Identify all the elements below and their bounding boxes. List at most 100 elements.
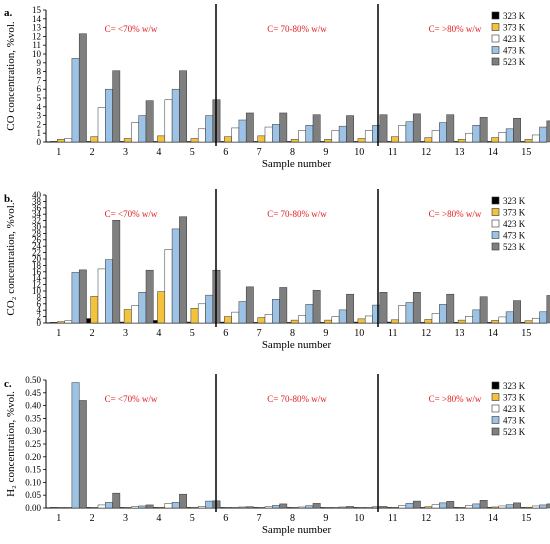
region-label: C= >80% w/w	[429, 209, 482, 219]
bar-423k-sample-5	[197, 128, 206, 143]
y-tick-label: 1	[37, 128, 42, 138]
bar-373k-sample-15	[524, 506, 533, 509]
x-tick-label: 3	[123, 513, 128, 524]
bar-523k-sample-3	[145, 269, 154, 324]
bar-473k-sample-2	[105, 259, 113, 324]
panel-label: c.	[4, 378, 12, 390]
bar-473k-sample-13	[472, 503, 481, 509]
y-tick-label: 8	[37, 292, 42, 302]
bar-423k-sample-11	[398, 505, 407, 509]
bar-473k-sample-6	[238, 301, 247, 324]
bar-373k-sample-2	[90, 136, 99, 143]
bar-423k-sample-12	[431, 130, 440, 143]
bar-523k-sample-2	[112, 70, 121, 143]
x-tick-label: 9	[323, 328, 328, 339]
legend-swatch	[491, 404, 500, 413]
y-tick-label: 8	[37, 67, 42, 77]
bar-373k-sample-4	[157, 291, 166, 324]
x-tick-label: 4	[156, 147, 161, 158]
bar-423k-sample-3	[131, 506, 139, 509]
bar-523k-sample-1	[78, 33, 87, 143]
y-axis-label: CO₂ concentration, %vol.	[5, 202, 17, 315]
bar-373k-sample-4	[157, 506, 166, 509]
x-tick-label: 2	[90, 513, 95, 524]
bar-473k-sample-14	[505, 311, 514, 324]
legend-swatch	[491, 196, 500, 205]
legend-swatch	[491, 34, 500, 43]
bar-473k-sample-11	[405, 503, 414, 509]
y-tick-label: 40	[32, 190, 42, 200]
x-tick-label: 6	[223, 513, 228, 524]
y-tick-label: 0.20	[25, 452, 41, 462]
bar-373k-sample-1	[57, 507, 65, 509]
y-tick-label: 6	[37, 84, 42, 94]
bar-523k-sample-15	[546, 503, 550, 509]
y-tick-label: 0.45	[25, 388, 41, 398]
bar-423k-sample-3	[131, 305, 139, 324]
bar-473k-sample-1	[71, 272, 80, 324]
y-tick-label: 30	[32, 222, 42, 232]
y-tick-label: 0.10	[25, 477, 41, 487]
bar-473k-sample-3	[138, 505, 147, 509]
bar-423k-sample-12	[431, 504, 440, 509]
bar-423k-sample-1	[64, 320, 73, 324]
x-tick-label: 5	[190, 328, 195, 339]
x-tick-label: 2	[90, 147, 95, 158]
bar-523k-sample-7	[279, 287, 288, 324]
bar-523k-sample-6	[245, 506, 254, 509]
bar-373k-sample-12	[424, 506, 433, 509]
legend-entry: 473 K	[503, 231, 526, 241]
bar-523k-sample-7	[279, 112, 288, 143]
bar-473k-sample-5	[205, 115, 214, 143]
y-tick-label: 0.00	[25, 503, 41, 513]
y-tick-label: 10	[32, 286, 42, 296]
bar-473k-sample-9	[338, 125, 347, 143]
x-tick-label: 15	[521, 328, 531, 339]
panel-label: a.	[4, 7, 13, 19]
region-label: C= <70% w/w	[105, 209, 158, 219]
x-tick-label: 3	[123, 328, 128, 339]
legend-swatch	[491, 208, 500, 216]
bar-373k-sample-6	[224, 316, 232, 324]
bar-523k-sample-14	[513, 117, 521, 143]
y-tick-label: 14	[32, 14, 42, 24]
legend-entry: 323 K	[503, 196, 526, 206]
bar-523k-sample-1	[78, 400, 87, 509]
y-tick-label: 26	[32, 235, 42, 245]
bar-423k-sample-15	[531, 134, 540, 143]
bar-473k-sample-12	[439, 502, 447, 509]
legend-entry: 373 K	[503, 23, 526, 33]
bar-473k-sample-15	[539, 311, 548, 324]
bar-523k-sample-9	[346, 506, 354, 509]
y-tick-label: 6	[37, 299, 42, 309]
legend-swatch	[491, 427, 500, 436]
y-tick-label: 0.50	[25, 375, 41, 385]
x-tick-label: 1	[56, 147, 61, 158]
bar-523k-sample-2	[112, 220, 121, 324]
bar-423k-sample-8	[298, 130, 306, 143]
y-tick-label: 15	[32, 5, 42, 15]
bar-423k-sample-15	[531, 505, 540, 509]
bar-523k-sample-13	[479, 117, 488, 143]
bar-473k-sample-14	[505, 504, 514, 509]
bar-423k-sample-2	[97, 504, 106, 509]
y-tick-label: 22	[32, 248, 41, 258]
bar-423k-sample-8	[298, 315, 306, 324]
bar-373k-sample-3	[123, 309, 132, 324]
legend-entry: 423 K	[503, 34, 526, 44]
legend-entry: 373 K	[503, 393, 526, 403]
bar-423k-sample-14	[498, 505, 507, 509]
bar-523k-sample-4	[179, 493, 187, 509]
bar-423k-sample-11	[398, 305, 407, 324]
y-tick-label: 0.25	[25, 439, 41, 449]
bar-473k-sample-2	[105, 502, 113, 509]
bar-523k-sample-7	[279, 503, 288, 509]
bar-523k-sample-8	[312, 503, 321, 509]
x-tick-label: 10	[354, 328, 364, 339]
bar-373k-sample-7	[257, 317, 266, 324]
x-tick-label: 12	[421, 147, 431, 158]
bar-523k-sample-11	[412, 500, 421, 509]
